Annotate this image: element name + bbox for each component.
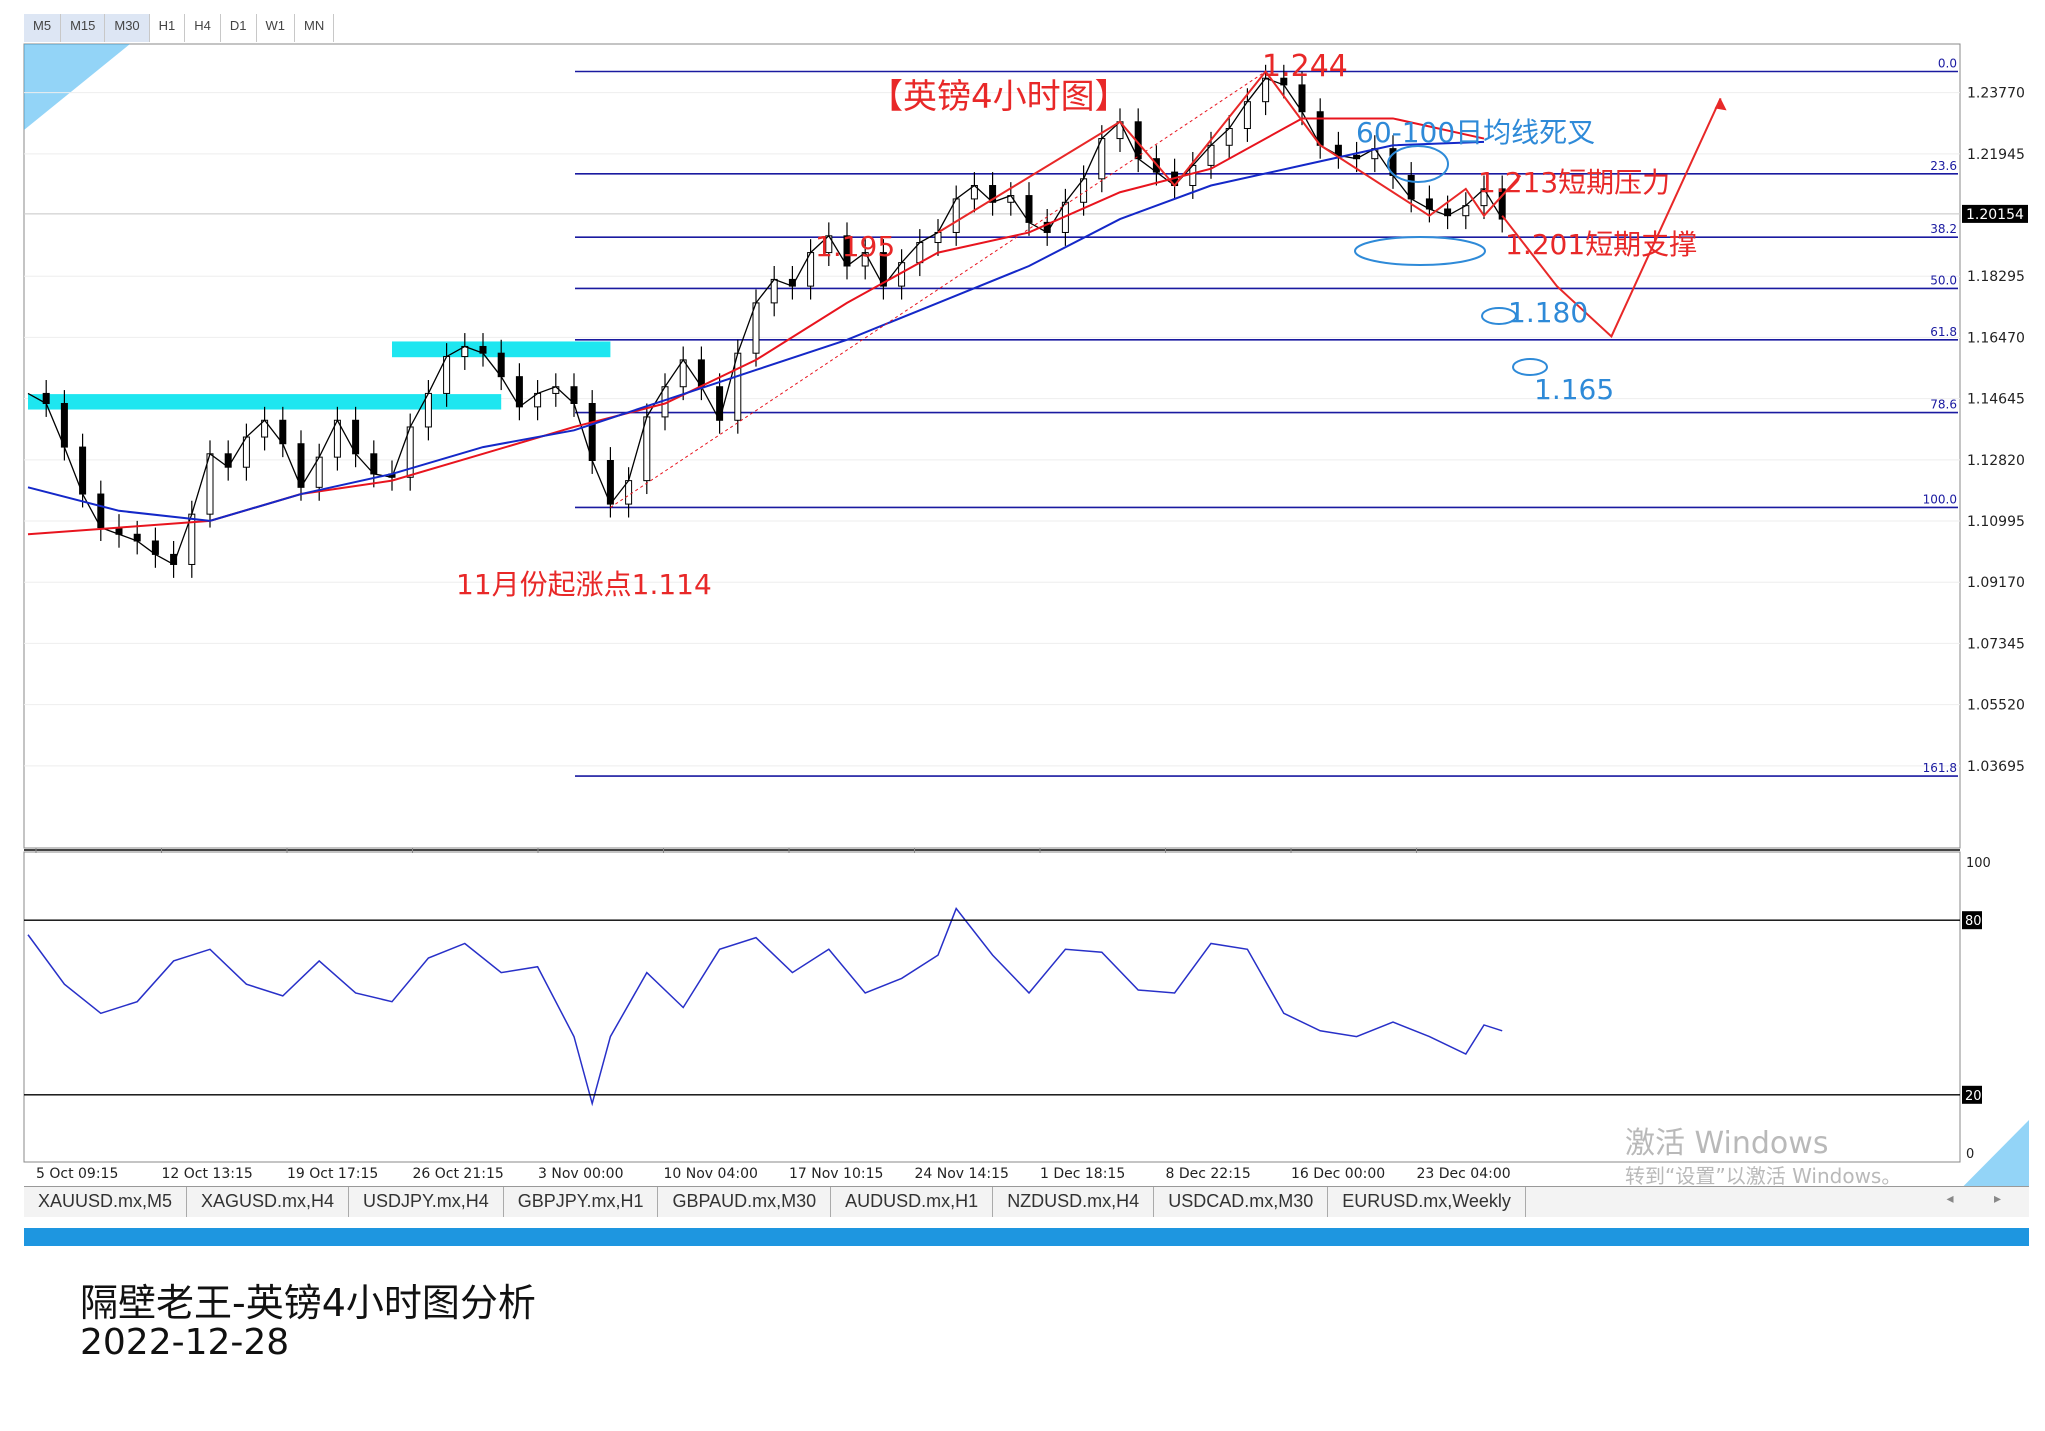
- level-1165-annotation: 1.165: [1534, 373, 1614, 406]
- x-axis-label: 23 Dec 04:00: [1417, 1166, 1511, 1182]
- timeframe-h4-button[interactable]: H4: [185, 14, 221, 42]
- price-axis-label: 1.18295: [1967, 269, 2025, 285]
- watermark-title: 激活 Windows: [1625, 1126, 1829, 1161]
- price-axis-label: 1.05520: [1967, 698, 2025, 714]
- chart-tab-bar: XAUUSD.mx,M5 XAGUSD.mx,H4 USDJPY.mx,H4 GBPJ…: [24, 1186, 2029, 1217]
- x-axis-label: 5 Oct 09:15: [36, 1166, 118, 1182]
- osc-level-box: [1962, 911, 1982, 930]
- timeframe-d1-button[interactable]: D1: [221, 14, 257, 42]
- fib-level-label: 100.0: [1923, 492, 1957, 506]
- x-axis-label: 3 Nov 00:00: [538, 1166, 623, 1182]
- current-price-box: [1962, 204, 2028, 223]
- fib-trend-line: [610, 71, 1266, 508]
- chart-title: 【英镑4小时图】: [869, 77, 1129, 117]
- corner-triangle-bottom: [1959, 1120, 2029, 1190]
- x-axis-label: 26 Oct 21:15: [413, 1166, 504, 1182]
- status-bar: [24, 1228, 2029, 1246]
- oscillator-line: [27, 907, 1503, 1107]
- fib-level-label: 78.6: [1930, 398, 1957, 412]
- future-projection: [1501, 97, 1722, 339]
- projection-arrowhead: [1714, 98, 1727, 111]
- price-axis-label: 1.14645: [1967, 392, 2025, 408]
- x-axis-label: 24 Nov 14:15: [915, 1166, 1009, 1182]
- timeframe-w1-button[interactable]: W1: [257, 14, 296, 42]
- price-close-line: [27, 77, 1503, 566]
- x-axis-label: 8 Dec 22:15: [1166, 1166, 1251, 1182]
- x-axis-label: 16 Dec 00:00: [1291, 1166, 1385, 1182]
- tab-scroll-arrows[interactable]: ◂ ▸: [1946, 1191, 2019, 1207]
- osc-axis-label: 20: [1965, 1089, 1982, 1104]
- x-axis-label: 19 Oct 17:15: [287, 1166, 378, 1182]
- fib-level-label: 61.8: [1930, 325, 1957, 339]
- watermark-subtitle: 转到“设置”以激活 Windows。: [1625, 1164, 1902, 1188]
- timeframe-m15-button[interactable]: M15: [61, 14, 106, 42]
- chart-tab-2[interactable]: USDJPY.mx,H4: [349, 1187, 504, 1217]
- death-cross-ellipse: [1387, 145, 1449, 183]
- death-cross-annotation: 60-100日均线死叉: [1356, 116, 1595, 149]
- chart-tab-6[interactable]: NZDUSD.mx,H4: [993, 1187, 1155, 1217]
- price-axis-label: 1.16470: [1967, 330, 2025, 346]
- level-1195-annotation: 1.195: [815, 230, 895, 263]
- x-axis-label: 12 Oct 13:15: [162, 1166, 253, 1182]
- osc-level-box: [1962, 1085, 1982, 1104]
- price-axis-label: 1.23770: [1967, 86, 2025, 102]
- chart-tab-3[interactable]: GBPJPY.mx,H1: [504, 1187, 659, 1217]
- fib-level-label: 38.2: [1930, 222, 1957, 236]
- support-zone: [28, 394, 502, 410]
- osc-axis-label: 80: [1965, 914, 1982, 929]
- timeframe-h1-button[interactable]: H1: [150, 14, 186, 42]
- price-axis-label: 1.12820: [1967, 453, 2025, 469]
- ma-100-line: [27, 140, 1485, 522]
- timeframe-m5-button[interactable]: M5: [24, 14, 62, 42]
- x-axis-label: 1 Dec 18:15: [1040, 1166, 1125, 1182]
- fib-level-label: 0.0: [1938, 56, 1957, 70]
- price-axis-label: 1.10995: [1967, 514, 2025, 530]
- chart-tab-5[interactable]: AUDUSD.mx,H1: [831, 1187, 994, 1217]
- chart-area[interactable]: 1.23770 1.21945 1.20154 1.18295 1.16470 1.146…: [0, 0, 2045, 1190]
- support-ellipse: [1354, 236, 1486, 266]
- fib-level-label: 161.8: [1923, 761, 1957, 775]
- osc-axis-label: 100: [1966, 856, 1991, 871]
- price-axis-label: 1.03695: [1967, 759, 2025, 775]
- price-axis-label: 1.09170: [1967, 575, 2025, 591]
- chart-tab-7[interactable]: USDCAD.mx,M30: [1154, 1187, 1329, 1217]
- timeframe-mn-button[interactable]: MN: [295, 14, 335, 42]
- timeframe-m30-button[interactable]: M30: [105, 14, 150, 42]
- current-price-label: 1.20154: [1966, 207, 2024, 223]
- chart-tab-4[interactable]: GBPAUD.mx,M30: [658, 1187, 832, 1217]
- level-1165-ellipse: [1512, 358, 1548, 376]
- caption-title: 隔壁老王-英镑4小时图分析: [80, 1281, 536, 1325]
- start-annotation: 11月份起涨点1.114: [456, 568, 712, 601]
- level-1180-ellipse: [1481, 307, 1517, 325]
- fib-level-label: 50.0: [1930, 273, 1957, 287]
- x-axis-label: 10 Nov 04:00: [664, 1166, 758, 1182]
- level-1180-annotation: 1.180: [1508, 296, 1588, 329]
- high-annotation: 1.244: [1262, 49, 1348, 84]
- chart-tab-8[interactable]: EURUSD.mx,Weekly: [1328, 1187, 1526, 1217]
- main-plot-frame: [23, 43, 1961, 849]
- fib-level-label: 23.6: [1930, 159, 1957, 173]
- chart-tab-0[interactable]: XAUUSD.mx,M5: [24, 1187, 188, 1217]
- resistance-annotation: 1.213短期压力: [1478, 166, 1670, 199]
- wave-projection: [937, 69, 1522, 234]
- support-annotation: 1.201短期支撑: [1505, 228, 1697, 261]
- oscillator-frame: [23, 851, 1961, 1163]
- price-axis-label: 1.21945: [1967, 147, 2025, 163]
- x-axis-label: 17 Nov 10:15: [789, 1166, 883, 1182]
- caption-date: 2022-12-28: [80, 1322, 290, 1363]
- corner-triangle-top: [24, 44, 130, 130]
- price-axis-label: 1.07345: [1967, 636, 2025, 652]
- timeframe-bar: M5 M15 M30 H1 H4 D1 W1 MN: [24, 14, 335, 42]
- osc-axis-label: 0: [1966, 1147, 1974, 1162]
- chart-tab-1[interactable]: XAGUSD.mx,H4: [187, 1187, 350, 1217]
